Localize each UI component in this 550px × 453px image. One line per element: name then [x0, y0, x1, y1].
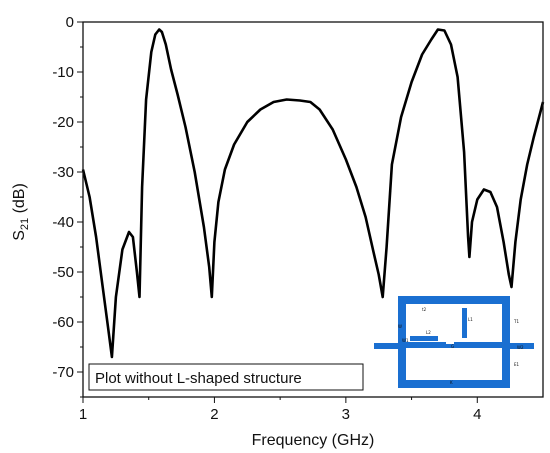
- annotation: Plot without L-shaped structure: [88, 363, 364, 391]
- y-tick-label: -10: [52, 64, 74, 81]
- y-tick-label: -60: [52, 314, 74, 331]
- y-tick-label: -20: [52, 114, 74, 131]
- filter-structure-inset: t2 L2 L1 T1 E1 W W1 G K W2: [374, 296, 534, 388]
- x-axis-label: Frequency (GHz): [252, 432, 375, 449]
- chart-marks: 1 2 3 4 0 -10 -20 -30 -40 -50 -60 -70: [52, 14, 545, 423]
- annotation-text: Plot without L-shaped structure: [95, 370, 302, 387]
- y-axis-label-sub: 21: [19, 218, 31, 230]
- y-axis-label-main: S: [11, 230, 28, 241]
- x-tick-label: 4: [473, 406, 481, 423]
- x-tick-label: 2: [210, 406, 218, 423]
- annotation-box: [88, 363, 364, 391]
- inset-label-w2: W2: [517, 345, 524, 350]
- series-line-0: [81, 28, 545, 359]
- inset-label-t1: T1: [513, 319, 519, 324]
- y-axis-label: S21 (dB): [11, 183, 31, 241]
- y-axis-label-unit: (dB): [11, 183, 28, 218]
- inset-label-w1: W1: [402, 338, 409, 343]
- x-tick-label: 3: [342, 406, 350, 423]
- inset-label-g: G: [451, 344, 454, 349]
- inset-label-e1: E1: [514, 362, 520, 367]
- y-tick-label: -30: [52, 164, 74, 181]
- x-tick-label: 1: [79, 406, 87, 423]
- inset-label-l2: L2: [426, 330, 431, 335]
- y-tick-label: -50: [52, 264, 74, 281]
- inset-label-k: K: [450, 380, 453, 385]
- plot-frame: [82, 21, 544, 398]
- inset-label-t2: t2: [422, 307, 427, 312]
- y-tick-label: -70: [52, 364, 74, 381]
- y-tick-label: 0: [66, 14, 74, 31]
- inset-label-l1: L1: [468, 317, 473, 322]
- y-tick-label: -40: [52, 214, 74, 231]
- inset-label-w: W: [398, 324, 402, 329]
